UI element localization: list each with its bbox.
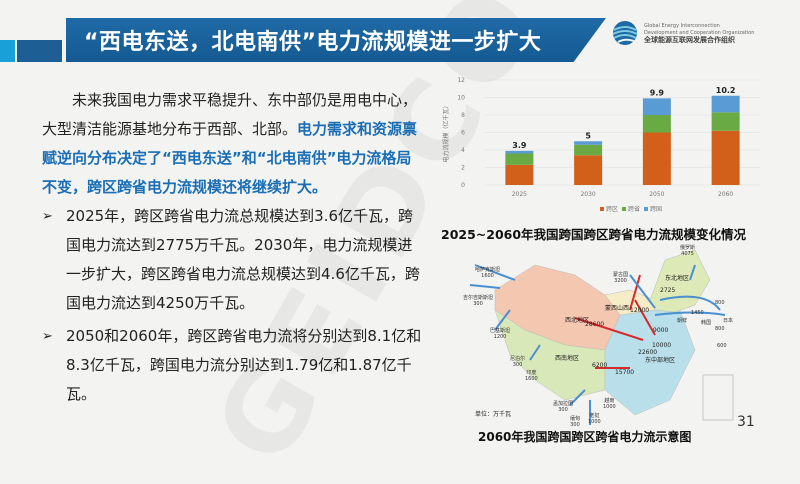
total-label: 9.9 [650, 88, 665, 97]
region-label: 西北地区 [565, 317, 590, 324]
y-tick-label: 10 [457, 95, 465, 102]
flow-value: 15700 [615, 369, 635, 376]
region-label: 蒙西山西 [605, 305, 630, 312]
map-label: 蒙古国 3200 [613, 272, 629, 284]
region-label: 西南地区 [555, 355, 580, 362]
flow-value: 28600 [585, 321, 605, 328]
logo-en-2: Development and Cooperation Organization [644, 29, 755, 36]
intro-bold: 电力需求和资源禀赋逆向分布决定了“西电东送”和“北电南供”电力流格局不变，跨区跨… [42, 120, 418, 196]
flow-value: 2725 [660, 287, 676, 294]
total-label: 5 [585, 131, 591, 140]
logo: Global Energy Interconnection Developmen… [612, 20, 754, 46]
map-label: 缅甸 300 [570, 416, 581, 428]
map-label: 巴基斯坦 1200 [490, 328, 511, 340]
legend-swatch [644, 207, 648, 211]
legend-label: 跨国 [650, 205, 662, 213]
map-label: 俄罗斯 4075 [680, 245, 696, 257]
map-label: 吉尔吉斯斯坦 300 [463, 295, 494, 307]
region-label: 东中部地区 [645, 357, 676, 364]
y-tick-label: 0 [461, 182, 465, 189]
bar-segment-跨省 [642, 115, 671, 133]
x-tick-label: 2030 [580, 191, 595, 198]
y-tick-label: 6 [461, 130, 465, 137]
stacked-bar-chart: 0 2 4 6 8 10 12 电力流规模（亿千瓦） 3.9 2025 5 2030 9.9 2050 10… [442, 77, 760, 213]
x-tick-label: 2050 [649, 191, 664, 198]
total-label: 10.2 [716, 86, 736, 95]
bar-segment-跨国 [711, 95, 740, 113]
body-text: 未来我国电力需求平稳提升、东中部仍是用电中心，大型清洁能源基地分布于西部、北部。… [42, 86, 422, 409]
map-label: 孟加拉国 300 [553, 401, 574, 413]
title-bar [66, 18, 606, 62]
map-unit: 单位：万千瓦 [475, 411, 512, 418]
x-tick-label: 2060 [718, 191, 733, 198]
map-title: 2060年我国跨国跨区跨省电力流示意图 [478, 430, 692, 444]
bar-segment-跨国 [574, 141, 603, 145]
map-label: 朝鲜 [677, 318, 688, 324]
logo-en-1: Global Energy Interconnection [644, 22, 720, 29]
map-label: 韩国 [701, 320, 712, 326]
legend-label: 跨区 [606, 205, 618, 213]
y-tick-label: 8 [461, 112, 465, 119]
map-label: 越南 1000 [603, 398, 616, 410]
map-label: 600 [717, 343, 727, 349]
flow-value: 10000 [652, 342, 672, 349]
legend-label: 跨省 [628, 205, 640, 213]
legend-swatch [600, 207, 604, 211]
map-label: 日本 [723, 318, 734, 324]
bullet-2: 2050和2060年，跨区跨省电力流将分别达到8.1亿和8.3亿千瓦，跨国电力流… [42, 322, 422, 409]
flow-value: 9000 [653, 327, 669, 334]
bar-segment-跨国 [642, 98, 671, 115]
decor-square [17, 40, 62, 62]
y-tick-label: 2 [461, 165, 465, 172]
china-power-flow-map: 哈萨克斯坦 1600 吉尔吉斯斯坦 300 巴基斯坦 1200 尼泊尔 300 … [455, 240, 745, 430]
logo-cn: 全球能源互联网发展合作组织 [644, 35, 735, 44]
flow-value: 22600 [638, 349, 658, 356]
bar-segment-跨区 [642, 132, 671, 185]
decor-square [0, 40, 15, 62]
map-label: 哈萨克斯坦 1600 [475, 267, 501, 279]
map-graphic [469, 249, 734, 425]
bar-segment-跨省 [711, 112, 740, 131]
bar-segment-跨区 [711, 130, 740, 185]
map-label: 老挝 1000 [588, 413, 601, 425]
page-title: “西电东送，北电南供”电力流规模进一步扩大 [84, 30, 542, 55]
total-label: 3.9 [512, 141, 527, 150]
map-label: 800 [715, 300, 725, 306]
map-label: 尼泊尔 300 [510, 356, 526, 368]
map-label: 1450 [691, 310, 704, 316]
page-number: 31 [737, 414, 755, 430]
bar-segment-跨省 [505, 153, 534, 165]
bar-segment-跨省 [574, 144, 603, 156]
bar-segment-跨国 [505, 150, 534, 154]
legend-swatch [622, 207, 626, 211]
chart-title: 2025~2060年我国跨国跨区跨省电力流规模变化情况 [441, 227, 747, 242]
bar-segment-跨区 [574, 155, 603, 185]
map-label: 印度 1600 [525, 370, 538, 382]
intro-plain: 未来我国电力需求平稳提升、东中部仍是用电中心，大型清洁能源基地分布于西部、北部。 [42, 91, 418, 138]
y-tick-label: 4 [461, 147, 465, 154]
region-label: 东北地区 [665, 275, 690, 282]
y-tick-label: 12 [457, 77, 465, 84]
x-tick-label: 2025 [512, 191, 527, 198]
bullet-1: 2025年，跨区跨省电力流总规模达到3.6亿千瓦，跨国电力流达到2775万千瓦。… [42, 202, 422, 318]
bar-segment-跨区 [505, 164, 534, 185]
map-label: 800 [715, 326, 725, 332]
flow-value: 12000 [630, 307, 650, 314]
flow-value: 6200 [592, 362, 608, 369]
y-axis-label: 电力流规模（亿千瓦） [442, 102, 450, 162]
globe-logo-icon [612, 21, 638, 45]
